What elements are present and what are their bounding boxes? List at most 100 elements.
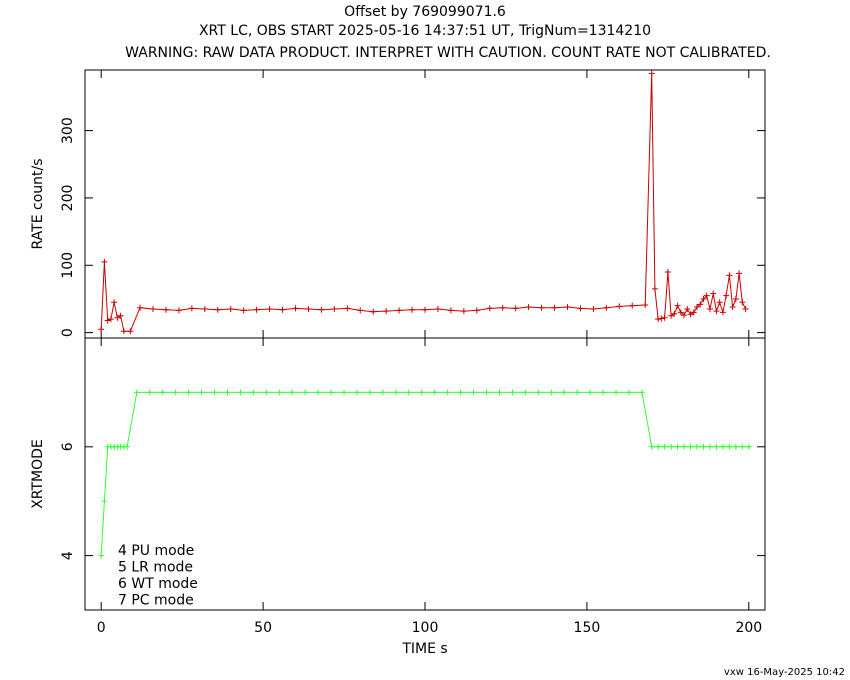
point-marker [726,272,733,279]
point-marker [642,302,649,309]
point-marker [739,299,746,306]
panel-frame [84,69,766,339]
point-marker [101,258,108,265]
y-tick-label: 100 [60,252,76,279]
point-marker [237,389,244,396]
point-marker [684,306,691,313]
point-marker [483,389,490,396]
point-marker [366,389,373,396]
point-marker [590,306,597,313]
point-marker [175,307,182,314]
point-marker [104,317,111,324]
point-marker [114,314,121,321]
point-marker [674,302,681,309]
point-marker [250,389,257,396]
x-tick-label: 100 [412,620,439,636]
point-marker [383,308,390,315]
point-marker [710,290,717,297]
point-marker [561,389,568,396]
point-marker [214,306,221,313]
point-marker [107,316,114,323]
point-marker [664,269,671,276]
point-marker [716,299,723,306]
point-marker [172,389,179,396]
point-marker [713,443,720,450]
point-marker [661,314,668,321]
y-axis-label: RATE count/s [30,158,46,249]
point-marker [525,304,532,311]
point-marker [422,306,428,313]
point-marker [201,306,208,313]
point-marker [159,389,166,396]
point-marker [185,389,192,396]
y-tick-label: 200 [60,185,76,212]
point-marker [713,308,720,315]
point-marker [661,443,668,450]
point-marker [354,389,360,396]
point-marker [574,389,581,396]
point-marker [687,311,694,318]
point-marker [98,326,105,333]
point-marker [687,443,694,450]
point-marker [263,389,270,396]
point-marker [551,304,558,311]
point-marker [703,292,710,299]
point-marker [681,312,688,319]
point-marker [587,389,594,396]
point-marker [473,307,480,314]
point-marker [600,389,607,396]
y-tick-label: 300 [60,117,76,144]
point-marker [681,443,688,450]
point-marker [357,307,364,314]
point-marker [198,389,205,396]
point-marker [626,389,632,396]
point-marker [697,301,704,308]
point-marker [292,305,299,312]
point-marker [629,302,636,309]
point-marker [117,312,124,319]
point-marker [548,389,555,396]
x-axis-label: TIME s [401,641,447,657]
point-marker [302,389,309,396]
point-marker [124,443,131,450]
point-marker [736,270,743,277]
point-marker [127,328,134,335]
point-marker [150,306,156,313]
point-marker [111,299,118,306]
point-marker [460,308,467,315]
point-marker [120,328,127,335]
point-marker [486,305,493,312]
point-marker [470,389,477,396]
point-marker [379,389,386,396]
point-marker [522,389,529,396]
point-marker [211,389,218,396]
x-tick-label: 0 [97,620,106,636]
chart-subtitle: XRT LC, OBS START 2025-05-16 14:37:51 UT… [199,23,651,39]
point-marker [331,306,338,313]
point-marker [690,309,697,316]
point-marker [535,389,542,396]
point-marker [392,389,399,396]
point-marker [240,307,247,314]
point-marker [305,306,312,313]
annotation: 5 LR mode [118,560,193,576]
point-marker [509,389,516,396]
point-marker [723,292,730,299]
point-marker [253,306,260,313]
x-tick-label: 200 [735,620,762,636]
point-marker [651,285,658,292]
point-marker [133,389,140,396]
point-marker [224,389,231,396]
point-marker [742,306,749,313]
point-marker [444,389,451,396]
point-marker [496,389,503,396]
point-marker [671,310,678,317]
point-marker [328,389,335,396]
point-marker [694,304,700,311]
x-tick-label: 150 [574,620,601,636]
point-marker [674,443,681,450]
y-tick-label: 4 [60,551,76,560]
point-marker [98,552,105,559]
point-marker [318,306,325,313]
